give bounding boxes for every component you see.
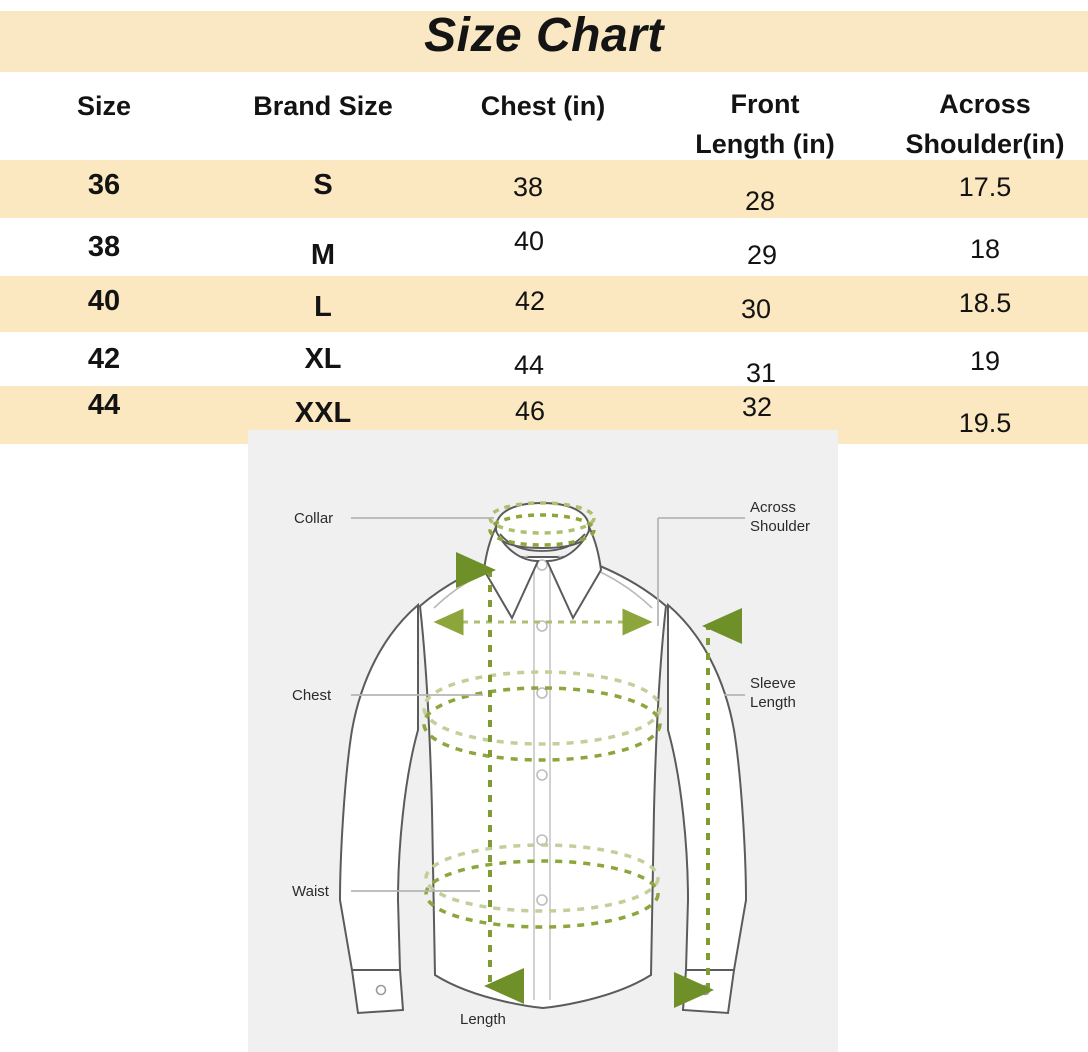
column-header-chest: Chest (in) <box>480 91 606 121</box>
size-chart-table: Size Brand Size Chest (in) Front Length … <box>0 72 1088 444</box>
cell-size: 44 <box>87 389 121 421</box>
waist-measure-ellipse-top <box>424 843 660 913</box>
label-across-shoulder-line1: Across <box>750 499 796 516</box>
cell-chest: 46 <box>514 396 546 426</box>
cell-front-length: 30 <box>740 294 772 324</box>
cell-size: 38 <box>87 231 121 263</box>
label-waist: Waist <box>292 883 330 900</box>
leader-lines <box>351 517 745 892</box>
collar-measure-ellipse-bottom <box>488 513 596 547</box>
cell-size: 42 <box>87 343 121 375</box>
left-cuff-button <box>375 984 387 996</box>
cell-brand-size: L <box>314 291 332 323</box>
column-header-across-shoulder: Across Shoulder(in) <box>905 89 1065 159</box>
column-header-size: Size <box>76 91 132 121</box>
cell-brand-size: M <box>310 239 336 271</box>
cell-front-length: 28 <box>744 186 776 216</box>
cell-chest: 44 <box>513 350 545 380</box>
shirt-measurement-diagram: Collar Across Shoulder Chest Sleeve Leng… <box>248 430 838 1052</box>
cell-chest: 38 <box>512 172 544 202</box>
chest-measure-ellipse-bottom <box>422 686 662 762</box>
cell-brand-size: S <box>313 169 333 201</box>
table-row: 36 S 38 28 17.5 <box>0 160 1088 218</box>
cell-brand-size: XXL <box>294 397 352 429</box>
cell-across-shoulder: 18 <box>969 234 1001 264</box>
cell-front-length: 29 <box>746 240 778 270</box>
shirt-button <box>536 687 548 699</box>
cell-across-shoulder: 18.5 <box>958 288 1012 318</box>
table-row: 44 XXL 46 32 19.5 <box>0 386 1088 444</box>
cell-chest: 42 <box>514 286 546 316</box>
cell-chest: 40 <box>513 226 545 256</box>
table-row: 40 L 42 30 18.5 <box>0 276 1088 332</box>
label-sleeve-length-line2: Length <box>750 694 796 711</box>
label-length: Length <box>460 1011 506 1028</box>
label-sleeve-length-line1: Sleeve <box>750 675 796 692</box>
title-band <box>0 11 1088 72</box>
shirt-illustration <box>338 501 748 1015</box>
page-title: Size Chart <box>424 9 664 62</box>
cell-size: 36 <box>87 169 121 201</box>
shirt-button <box>536 769 548 781</box>
label-across-shoulder-line2: Shoulder <box>750 518 810 535</box>
cell-across-shoulder: 19 <box>969 346 1001 376</box>
table-header-row: Size Brand Size Chest (in) Front Length … <box>0 72 1088 160</box>
column-header-front-length: Front Length (in) <box>695 89 835 159</box>
chest-measure-ellipse-top <box>422 670 662 746</box>
measurement-guides <box>422 501 742 1008</box>
column-header-brand-size: Brand Size <box>253 91 393 121</box>
cell-size: 40 <box>87 285 121 317</box>
waist-measure-ellipse-bottom <box>424 859 660 929</box>
cell-across-shoulder: 19.5 <box>958 408 1012 438</box>
cell-brand-size: XL <box>304 343 342 375</box>
label-collar: Collar <box>294 510 333 527</box>
table-row: 42 XL 44 31 19 <box>0 332 1088 388</box>
shirt-button <box>536 894 548 906</box>
cell-across-shoulder: 17.5 <box>958 172 1012 202</box>
left-sleeve <box>338 602 419 971</box>
cell-front-length: 32 <box>741 392 773 422</box>
table-row: 38 M 40 29 18 <box>0 218 1088 276</box>
cell-front-length: 31 <box>745 358 777 388</box>
label-chest: Chest <box>292 687 332 704</box>
